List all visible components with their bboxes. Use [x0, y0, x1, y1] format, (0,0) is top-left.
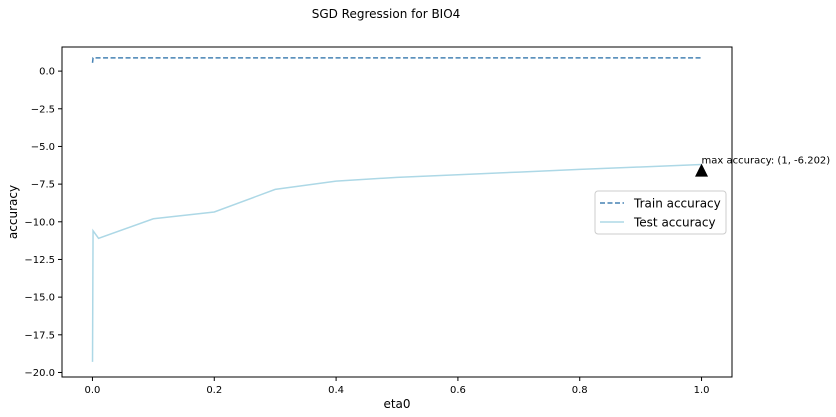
chart-title: SGD Regression for BIO4	[312, 7, 461, 21]
y-tick-label: −17.5	[24, 330, 55, 341]
y-tick-label: −5.0	[31, 142, 55, 153]
series-layer	[91, 57, 702, 362]
series-line-test	[91, 163, 702, 362]
max-accuracy-marker	[695, 163, 709, 177]
x-tick-label: 0.0	[85, 385, 101, 396]
plot-frame	[61, 46, 733, 378]
legend-label-train: Train accuracy	[633, 197, 721, 211]
y-tick-label: −10.0	[24, 217, 55, 228]
legend-label-test: Test accuracy	[633, 216, 716, 230]
x-axis: 0.0 0.2 0.4 0.6 0.8 1.0	[85, 377, 710, 396]
y-tick-label: −12.5	[24, 255, 55, 266]
x-tick-label: 0.8	[572, 385, 588, 396]
x-tick-label: 0.2	[206, 385, 222, 396]
y-tick-label: −7.5	[31, 180, 55, 191]
legend: Train accuracy Test accuracy	[594, 190, 727, 235]
y-tick-label: −15.0	[24, 293, 55, 304]
y-tick-label: 0.0	[39, 67, 55, 78]
x-tick-label: 1.0	[694, 385, 710, 396]
y-tick-label: −2.5	[31, 104, 55, 115]
legend-box	[594, 190, 727, 235]
max-accuracy-annotation: max accuracy: (1, -6.202)	[702, 156, 831, 167]
x-tick-label: 0.4	[328, 385, 344, 396]
x-tick-label: 0.6	[450, 385, 466, 396]
y-axis-label: accuracy	[6, 185, 20, 239]
x-axis-label: eta0	[383, 397, 410, 411]
y-tick-label: −20.0	[24, 368, 55, 379]
series-line-train	[91, 57, 702, 63]
y-axis: 0.0 −2.5 −5.0 −7.5 −10.0 −12.5 −15.0 −17.5 −20.0	[24, 67, 62, 379]
